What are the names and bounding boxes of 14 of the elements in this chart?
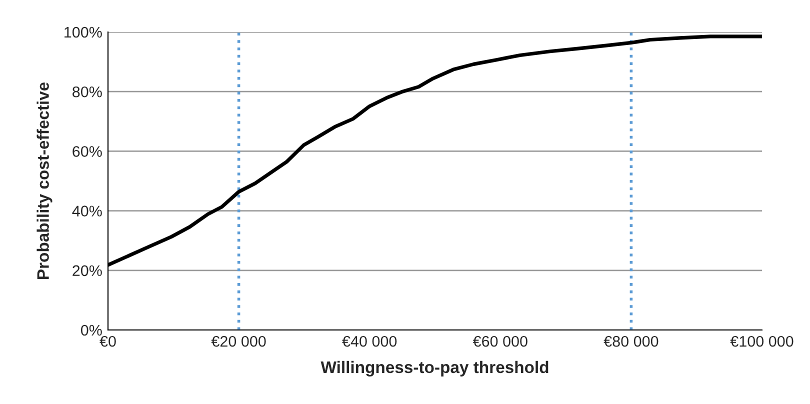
y-tick-label: 40% — [72, 206, 102, 216]
y-tick-label: 0% — [80, 324, 102, 336]
y-tick-label: 80% — [72, 86, 102, 98]
y-axis-title: Probability cost-effective — [36, 82, 52, 279]
y-tick-label: 60% — [72, 146, 102, 157]
x-tick-label: €60 000 — [472, 336, 528, 347]
y-tick-label: 100% — [64, 26, 102, 38]
x-axis-title: Willingness-to-pay threshold — [320, 360, 548, 377]
x-tick-label: €40 000 — [342, 336, 397, 347]
x-tick-label: €0 — [100, 336, 116, 347]
y-tick-label: 20% — [72, 265, 102, 276]
x-tick-label: €100 000 — [730, 336, 794, 347]
x-tick-label: €20 000 — [211, 336, 266, 347]
x-tick-label: €80 000 — [604, 336, 658, 347]
